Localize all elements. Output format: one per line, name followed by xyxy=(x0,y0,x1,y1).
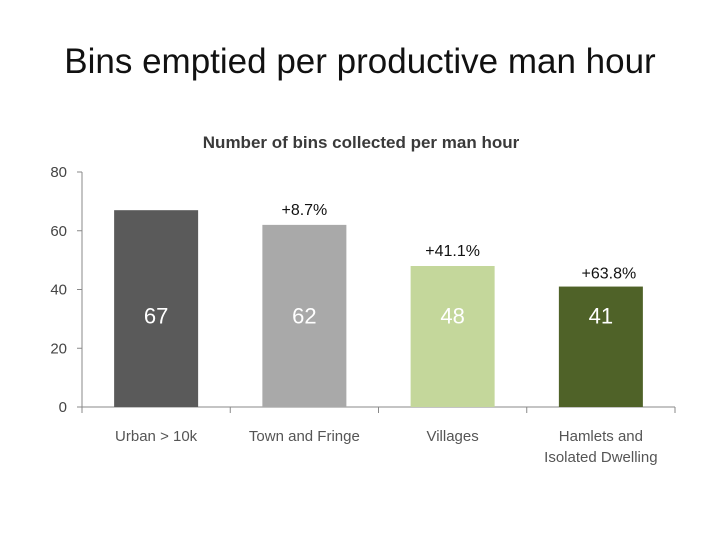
bar xyxy=(114,210,199,407)
change-annotation: +8.7% xyxy=(281,202,327,219)
data-label: 67 xyxy=(144,304,168,329)
data-labels-group: 67 62 48 41 xyxy=(144,304,613,329)
annotations-group: +8.7% +41.1% +63.8% xyxy=(281,202,636,283)
data-label: 62 xyxy=(292,304,316,329)
category-labels-group: Urban > 10k Town and Fringe Villages Hamlet… xyxy=(115,428,658,466)
y-tick-label: 0 xyxy=(59,399,67,416)
bar xyxy=(410,266,495,407)
category-label: Urban > 10k xyxy=(115,428,198,445)
bar xyxy=(262,224,347,407)
y-tick-label: 40 xyxy=(50,282,67,299)
category-label: Town and Fringe xyxy=(249,428,360,445)
y-tick-label: 20 xyxy=(50,340,67,357)
change-annotation: +63.8% xyxy=(582,266,637,283)
category-label: Villages xyxy=(426,428,478,445)
category-label: Hamlets and xyxy=(559,428,643,445)
x-axis-ticks xyxy=(81,407,676,413)
data-label: 41 xyxy=(589,304,613,329)
bars-group xyxy=(114,210,643,407)
slide-title: Bins emptied per productive man hour xyxy=(64,42,656,81)
bar xyxy=(558,286,643,407)
data-label: 48 xyxy=(440,304,464,329)
change-annotation: +41.1% xyxy=(425,243,480,260)
category-label: Isolated Dwelling xyxy=(544,449,657,466)
chart-title: Number of bins collected per man hour xyxy=(203,133,520,152)
y-tick-label: 60 xyxy=(50,223,67,240)
y-tick-label: 80 xyxy=(50,164,67,181)
y-axis-ticks: 0 20 40 60 80 xyxy=(50,164,82,416)
